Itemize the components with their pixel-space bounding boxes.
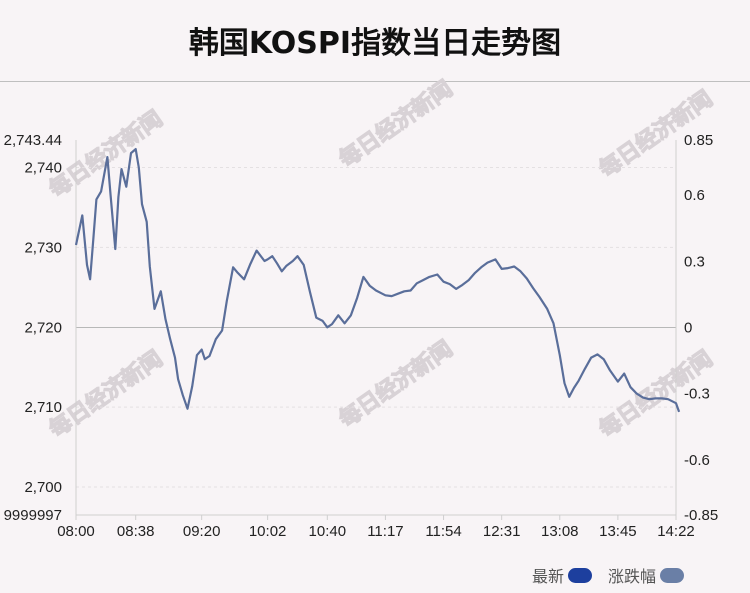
x-tick-label: 13:45 — [599, 523, 637, 540]
y-left-tick-label: 2,740 — [24, 159, 62, 176]
legend-swatch-latest — [567, 567, 592, 583]
x-tick-label: 08:38 — [117, 523, 155, 540]
y-left-tick-label: 2,730 — [24, 239, 62, 256]
y-right-tick-label: 0.3 — [684, 253, 705, 270]
y-left-tick-label: 2,720 — [24, 319, 62, 336]
x-tick-label: 10:02 — [249, 523, 287, 540]
x-tick-label: 11:17 — [367, 523, 403, 540]
chart-title: 韩国KOSPI指数当日走势图 — [188, 26, 562, 61]
x-tick-label: 13:08 — [541, 523, 579, 540]
x-tick-label: 08:00 — [57, 523, 95, 540]
legend: 最新 涨跌幅 — [524, 563, 684, 587]
x-axis-ticks: 08:00 08:38 09:20 10:02 10:40 11:17 11:54 12:31… — [57, 515, 695, 540]
grid-lines — [76, 166, 676, 488]
watermark-text-4: 每日经济新闻 — [334, 336, 457, 433]
y-right-tick-label: -0.85 — [684, 507, 718, 524]
legend-label-latest: 最新 — [531, 567, 564, 586]
legend-item-latest[interactable]: 最新 — [532, 563, 592, 587]
legend-label-change: 涨跌幅 — [607, 567, 656, 586]
watermark-text-1: 每日经济新闻 — [334, 76, 457, 173]
right-axis-ticks: 0.85 0.6 0.3 0 -0.3 -0.6 -0.85 — [684, 132, 718, 524]
y-right-tick-label: -0.3 — [684, 386, 710, 403]
y-left-tick-label: 2,743.44 — [4, 132, 62, 149]
y-right-tick-label: -0.6 — [684, 452, 710, 469]
y-right-tick-label: 0.6 — [684, 187, 705, 204]
watermark-text-3: 每日经济新闻 — [44, 346, 167, 443]
legend-item-change[interactable]: 涨跌幅 — [608, 563, 684, 587]
x-tick-label: 10:40 — [309, 523, 347, 540]
y-left-tick-label: 2,700 — [24, 479, 62, 496]
left-axis-ticks: 2,743.44 2,740 2,730 2,720 2,710 2,700 9999997 — [4, 132, 62, 524]
y-left-tick-label: 9999997 — [4, 507, 62, 524]
title-divider — [0, 81, 750, 82]
y-right-tick-label: 0.85 — [684, 132, 713, 149]
x-tick-label: 09:20 — [183, 523, 221, 540]
x-tick-label: 14:22 — [657, 523, 695, 540]
index-line — [74, 148, 681, 413]
axes — [75, 140, 677, 516]
y-left-tick-label: 2,710 — [24, 399, 62, 416]
watermark-text-0: 每日经济新闻 — [44, 106, 167, 203]
x-tick-label: 12:31 — [483, 523, 521, 540]
y-right-tick-label: 0 — [684, 320, 692, 337]
x-tick-label: 11:54 — [425, 523, 461, 540]
legend-swatch-change — [660, 567, 684, 583]
